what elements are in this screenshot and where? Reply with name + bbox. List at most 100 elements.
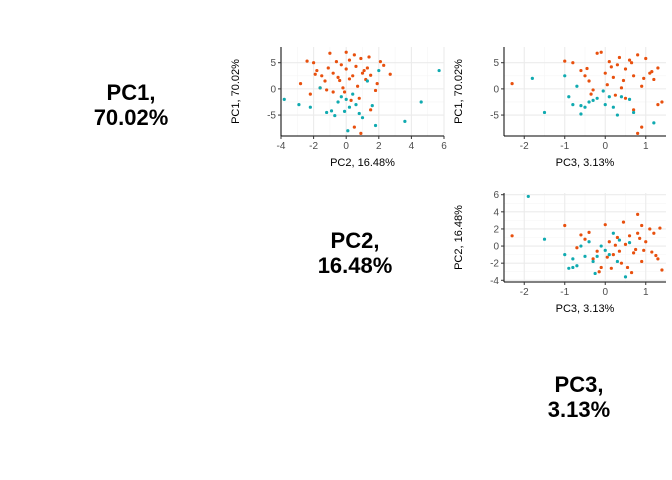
panel-3-series-1-point [510,234,514,238]
panel-1-x-tick-label: 6 [441,141,447,152]
panel-2-series-2-point [587,100,591,104]
panel-3-y-tick-label: 2 [493,224,499,235]
diagonal-label-pc2-line2: 16.48% [317,253,393,278]
diagonal-label-pc3-line1: PC3, [554,372,604,397]
panel-1-x-tick-label: -4 [277,141,286,152]
panel-1-series-1-point [362,68,366,73]
panel-1-series-1-point [344,50,348,54]
panel-1-x-tick-label: 0 [343,141,349,152]
panel-3-y-tick-label: 4 [493,207,499,218]
panel-3-series-2-point [611,231,615,235]
panel-3-x-tick-label: -2 [520,287,529,298]
panel-2-series-1-point [510,82,514,86]
panel-3-series-1-point [660,268,664,272]
panel-1-series-2-point [297,102,301,107]
panel-3-series-2-point [563,253,567,257]
panel-3-series-1-point [636,212,640,216]
panel-2-series-1-point [585,66,589,71]
panel-1-series-2-point [347,105,352,109]
panel-1-series-2-point [365,79,369,83]
panel-1-series-1-point [356,84,360,88]
panel-2-series-1-point [599,50,603,54]
panel-1-series-2-point [333,113,337,118]
panel-3-series-1-point [619,261,624,265]
panel-3-series-1-point [656,257,660,261]
panel-1-series-2-point [437,68,441,73]
panel-1-series-1-point [331,90,335,94]
panel-3-series-1-point [613,243,617,247]
panel-2-series-1-point [611,75,615,79]
panel-2-series-2-point [563,74,567,78]
panel-2-series-1-point [621,78,626,83]
diagonal-label-pc3-line2: 3.13% [547,397,611,422]
panel-1-series-1-point [360,71,365,75]
panel-2-series-1-point [571,61,575,65]
panel-2-series-2-point [615,113,620,117]
panel-1-series-1-point [349,98,353,102]
panel-3-series-2-point [617,238,622,242]
panel-2-series-1-point [579,68,583,73]
panel-3-x-tick-label: 0 [602,287,608,298]
diagonal-label-pc2: PC2, 16.48% [290,228,420,278]
panel-1-series-2-point [354,102,358,107]
panel-3-series-1-point [563,223,567,228]
panel-1-x-tick-label: 4 [409,141,415,152]
panel-1-series-1-point [373,88,378,93]
panel-2-x-axis-title: PC3, 3.13% [556,157,615,169]
panel-2-series-2-point [652,121,656,125]
panel-2-series-1-point [605,83,609,87]
panel-2-series-1-point [642,76,646,81]
panel-3-series-2-point [599,244,603,248]
panel-2-series-1-point [609,65,613,69]
panel-2-series-2-point [567,95,571,99]
panel-3-series-1-point [621,220,626,224]
panel-2-series-1-point [587,79,591,83]
panel-2-series-1-point [656,102,660,107]
panel-1-series-1-point [328,51,332,55]
panel-2-x-tick-label: -1 [560,141,569,152]
panel-1-series-1-point [320,74,324,78]
panel-2-series-1-point [636,53,640,57]
panel-2-series-1-point [627,58,632,62]
panel-2-series-1-point [603,71,607,75]
panel-3-series-1-point [595,249,599,253]
panel-1-series-1-point [312,61,316,65]
panel-1-series-2-point [318,86,322,90]
panel-1-series-1-point [336,75,340,79]
panel-3-series-1-point [652,231,656,235]
panel-2-series-1-point [656,66,660,70]
panel-3-series-1-point [650,250,654,254]
panel-2-series-1-point [583,74,587,78]
panel-1-series-1-point [331,71,335,75]
panel-3-series-1-point [640,223,644,228]
panel-3-series-1-point [627,234,632,238]
panel-1-series-1-point [313,72,317,76]
diagonal-label-pc2-line1: PC2, [330,228,380,253]
panel-3-series-2-point [567,266,571,270]
panel-1-series-1-point [347,77,352,81]
panel-2-series-2-point [591,98,595,102]
panel-1-series-1-point [325,88,329,92]
panel-3-series-2-point [575,264,579,268]
panel-3-x-tick-label: -1 [560,287,569,298]
panel-1-series-1-point [344,67,348,71]
panel-3-series-1-point [579,233,583,237]
panel-3-series-1-point [625,265,630,270]
panel-3-series-2-point [579,244,583,248]
panel-3-series-2-point [571,265,575,270]
panel-1-series-2-point [357,111,361,116]
panel-1-series-1-point [339,63,343,67]
panel-2-y-tick-label: 5 [493,58,499,69]
panel-1-series-1-point [357,96,361,100]
panel-3-series-2-point [526,194,530,199]
panel-1-series-2-point [344,97,348,101]
panel-2-series-1-point [623,67,628,71]
panel-2-series-1-point [640,84,644,88]
panel-1-y-tick-label: 5 [270,58,276,69]
panel-1-series-2-point [419,100,423,104]
panel-2-y-tick-label: 0 [493,84,499,95]
panel-2-series-1-point [589,92,593,96]
panel-1-series-1-point [351,74,355,78]
panel-2-series-1-point [607,60,611,64]
